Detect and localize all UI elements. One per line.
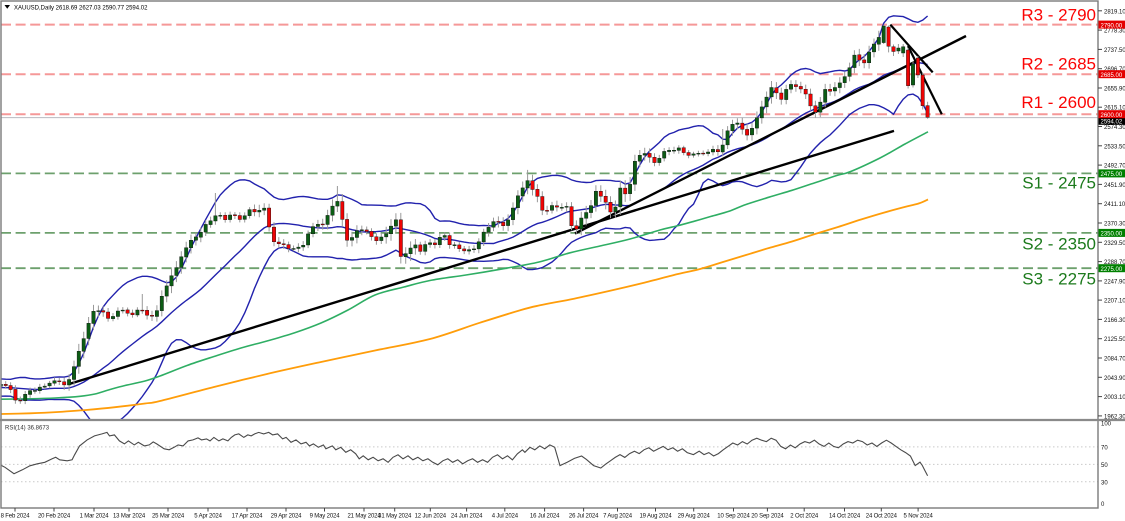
svg-text:2737.50: 2737.50 xyxy=(1104,48,1125,54)
svg-text:7 Aug 2024: 7 Aug 2024 xyxy=(603,514,633,520)
svg-text:2084.70: 2084.70 xyxy=(1104,357,1125,363)
svg-text:0: 0 xyxy=(1101,502,1105,508)
svg-text:XAUUSD,Daily 2618.69 2627.03: XAUUSD,Daily 2618.69 2627.03 2590.77 259… xyxy=(14,6,148,12)
svg-text:16 Jul 2024: 16 Jul 2024 xyxy=(530,514,560,520)
svg-text:2411.10: 2411.10 xyxy=(1104,202,1125,208)
svg-text:21 May 2024: 21 May 2024 xyxy=(347,514,381,520)
svg-text:10 Sep 2024: 10 Sep 2024 xyxy=(717,514,750,520)
svg-text:R2 - 2685: R2 - 2685 xyxy=(1021,54,1096,73)
svg-text:50: 50 xyxy=(1101,463,1108,469)
svg-text:2790.00: 2790.00 xyxy=(1101,23,1123,29)
svg-text:29 Apr 2024: 29 Apr 2024 xyxy=(271,514,303,520)
svg-text:5 Apr 2024: 5 Apr 2024 xyxy=(194,514,222,520)
svg-text:70: 70 xyxy=(1101,445,1108,451)
svg-text:2247.90: 2247.90 xyxy=(1104,279,1125,285)
svg-text:2043.90: 2043.90 xyxy=(1104,376,1125,382)
svg-text:13 Mar 2024: 13 Mar 2024 xyxy=(113,514,146,520)
svg-text:2166.30: 2166.30 xyxy=(1104,318,1125,324)
svg-text:2600.00: 2600.00 xyxy=(1101,113,1123,119)
svg-text:2370.30: 2370.30 xyxy=(1104,222,1125,228)
svg-text:2125.50: 2125.50 xyxy=(1104,337,1125,343)
svg-text:2492.70: 2492.70 xyxy=(1104,164,1125,170)
svg-text:1 Mar 2024: 1 Mar 2024 xyxy=(80,514,110,520)
svg-text:2574.30: 2574.30 xyxy=(1104,125,1125,131)
svg-text:2615.10: 2615.10 xyxy=(1104,106,1125,112)
svg-text:2275.00: 2275.00 xyxy=(1101,267,1123,273)
svg-text:9 May 2024: 9 May 2024 xyxy=(310,514,341,520)
svg-text:4 Jul 2024: 4 Jul 2024 xyxy=(492,514,519,520)
svg-text:2288.70: 2288.70 xyxy=(1104,260,1125,266)
svg-text:R1 - 2600: R1 - 2600 xyxy=(1021,93,1096,112)
svg-text:S1 - 2475: S1 - 2475 xyxy=(1022,174,1096,193)
svg-text:100: 100 xyxy=(1101,422,1112,428)
svg-text:31 May 2024: 31 May 2024 xyxy=(378,514,412,520)
svg-text:24 Jun 2024: 24 Jun 2024 xyxy=(451,514,483,520)
svg-text:1962.30: 1962.30 xyxy=(1104,414,1125,420)
svg-text:2533.50: 2533.50 xyxy=(1104,144,1125,150)
svg-text:RSI(14) 36.8673: RSI(14) 36.8673 xyxy=(5,426,50,432)
svg-text:2475.00: 2475.00 xyxy=(1101,172,1123,178)
svg-text:12 Jun 2024: 12 Jun 2024 xyxy=(415,514,447,520)
svg-text:2451.90: 2451.90 xyxy=(1104,183,1125,189)
svg-text:29 Aug 2024: 29 Aug 2024 xyxy=(678,514,711,520)
svg-text:20 Sep 2024: 20 Sep 2024 xyxy=(751,514,784,520)
svg-text:S3 - 2275: S3 - 2275 xyxy=(1022,270,1096,289)
svg-text:25 Mar 2024: 25 Mar 2024 xyxy=(152,514,185,520)
svg-text:S2 - 2350: S2 - 2350 xyxy=(1022,235,1096,254)
svg-text:2778.30: 2778.30 xyxy=(1104,29,1125,35)
svg-text:2819.10: 2819.10 xyxy=(1104,9,1125,15)
svg-text:20 Feb 2024: 20 Feb 2024 xyxy=(38,514,71,520)
svg-text:2685.00: 2685.00 xyxy=(1101,73,1123,79)
svg-text:26 Jul 2024: 26 Jul 2024 xyxy=(569,514,599,520)
svg-text:2 Oct 2024: 2 Oct 2024 xyxy=(790,514,819,520)
svg-text:19 Aug 2024: 19 Aug 2024 xyxy=(639,514,672,520)
svg-text:14 Oct 2024: 14 Oct 2024 xyxy=(829,514,861,520)
svg-text:2003.10: 2003.10 xyxy=(1104,395,1125,401)
svg-text:2655.90: 2655.90 xyxy=(1104,87,1125,93)
svg-text:30: 30 xyxy=(1101,480,1108,486)
svg-text:2329.50: 2329.50 xyxy=(1104,241,1125,247)
svg-text:R3 - 2790: R3 - 2790 xyxy=(1021,5,1096,24)
svg-text:8 Feb 2024: 8 Feb 2024 xyxy=(1,514,31,520)
svg-text:5 Nov 2024: 5 Nov 2024 xyxy=(903,514,933,520)
svg-text:2594.02: 2594.02 xyxy=(1101,120,1123,126)
svg-text:2207.10: 2207.10 xyxy=(1104,299,1125,305)
svg-text:2350.00: 2350.00 xyxy=(1101,232,1123,238)
svg-text:17 Apr 2024: 17 Apr 2024 xyxy=(232,514,264,520)
svg-text:24 Oct 2024: 24 Oct 2024 xyxy=(866,514,898,520)
